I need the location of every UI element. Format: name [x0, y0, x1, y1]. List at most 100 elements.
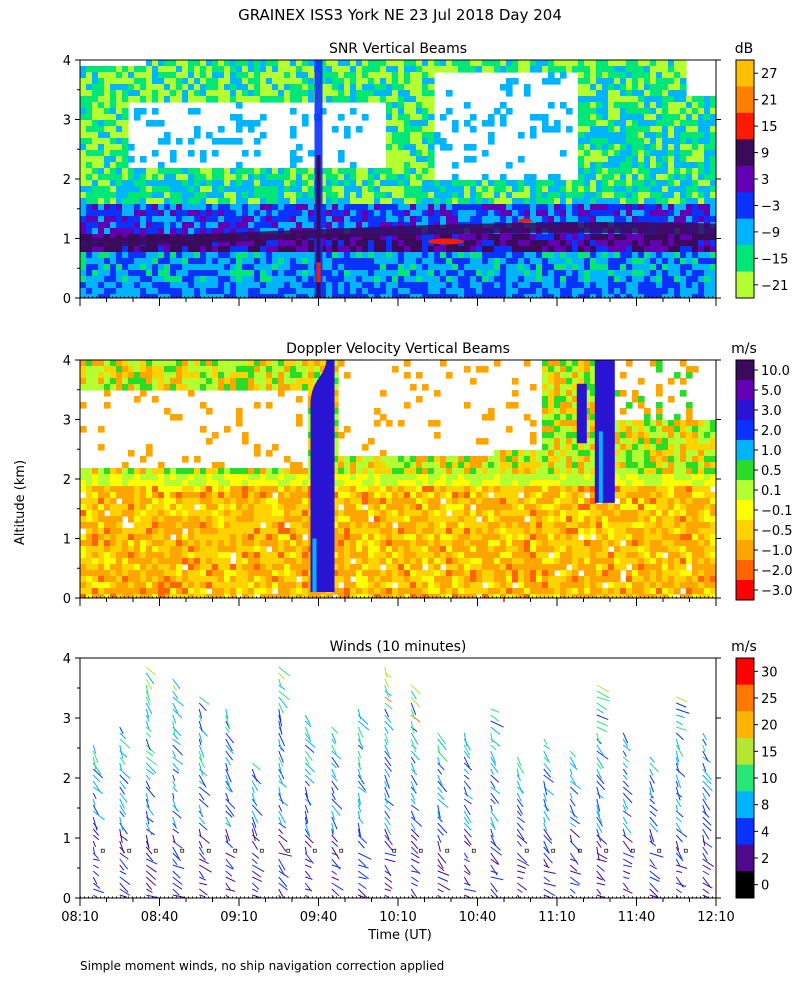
colorbar-swatch	[736, 580, 754, 601]
colorbar-unit: dB	[735, 41, 754, 57]
colorbar-swatch	[736, 684, 754, 712]
colorbar-label: 2.0	[761, 424, 782, 439]
colorbar-label: −0.5	[761, 524, 793, 539]
colorbar-label: 8	[761, 799, 769, 814]
winds-panel: Winds (10 minutes) 0 1 2 3 4 08:10 08:40 09:10 09…	[61, 639, 777, 925]
panel-title: Doppler Velocity Vertical Beams	[286, 341, 510, 357]
doppler-field	[80, 360, 716, 598]
colorbar-swatch	[736, 271, 754, 299]
y-tick-label: 1	[63, 832, 71, 847]
colorbar-label: −3	[761, 199, 780, 214]
wind-vectors	[92, 666, 714, 898]
y-tick-label: 4	[63, 652, 71, 667]
colorbar-swatch	[736, 871, 754, 899]
x-tick-label: 12:10	[697, 910, 734, 925]
colorbar-unit: m/s	[731, 639, 757, 655]
y-tick-label: 2	[63, 473, 71, 488]
colorbar-swatch	[736, 658, 754, 686]
panel-title: SNR Vertical Beams	[329, 41, 467, 57]
y-tick-label: 1	[63, 533, 71, 548]
colorbar-swatch	[736, 818, 754, 846]
x-tick-label: 09:40	[300, 910, 337, 925]
colorbar-label: 27	[761, 67, 778, 82]
colorbar-swatch	[736, 112, 754, 140]
colorbar-swatch	[736, 480, 754, 501]
colorbar-label: 20	[761, 719, 778, 734]
x-axis-label: Time (UT)	[368, 928, 432, 943]
colorbar-unit: m/s	[731, 341, 757, 357]
colorbar-label: 0	[761, 879, 769, 894]
colorbar-swatch	[736, 192, 754, 220]
colorbar-swatch	[736, 500, 754, 521]
y-tick-label: 1	[63, 233, 71, 248]
y-tick-label: 3	[63, 414, 71, 429]
colorbar-swatch	[736, 360, 754, 381]
y-tick-label: 0	[63, 892, 71, 907]
colorbar-swatch	[736, 86, 754, 114]
colorbar-swatch	[736, 560, 754, 581]
colorbar-swatch	[736, 400, 754, 421]
colorbar-label: −9	[761, 226, 780, 241]
x-tick-label: 10:10	[379, 910, 416, 925]
colorbar-swatch	[736, 520, 754, 541]
colorbar-swatch	[736, 139, 754, 167]
y-tick-label: 3	[63, 712, 71, 727]
colorbar-label: 9	[761, 147, 769, 162]
colorbar-label: 25	[761, 692, 778, 707]
colorbar-label: −0.1	[761, 504, 793, 519]
colorbar-swatch	[736, 711, 754, 739]
colorbar-label: −1.0	[761, 544, 793, 559]
panel-title: Winds (10 minutes)	[330, 639, 467, 655]
figure-title: GRAINEX ISS3 York NE 23 Jul 2018 Day 204	[238, 6, 562, 24]
doppler-panel: Doppler Velocity Vertical Beams 0 1 2 3 4 m/s 1…	[63, 341, 793, 607]
y-tick-label: 4	[63, 354, 71, 369]
colorbar-label: −15	[761, 252, 788, 267]
colorbar-label: 10	[761, 772, 778, 787]
colorbar-label: 15	[761, 745, 778, 760]
colorbar-swatch	[736, 245, 754, 273]
colorbar-swatch	[736, 460, 754, 481]
colorbar-label: 2	[761, 852, 769, 867]
colorbar-swatch	[736, 380, 754, 401]
colorbar-label: 5.0	[761, 384, 782, 399]
footnote: Simple moment winds, no ship navigation …	[80, 959, 445, 973]
colorbar-label: 4	[761, 825, 769, 840]
colorbar-label: 10.0	[761, 364, 790, 379]
colorbar-label: 30	[761, 665, 778, 680]
colorbar-swatch	[736, 60, 754, 87]
colorbar-swatch	[736, 440, 754, 461]
colorbar-label: 21	[761, 94, 778, 109]
y-tick-label: 2	[63, 772, 71, 787]
x-tick-label: 08:40	[141, 910, 178, 925]
colorbar-swatch	[736, 540, 754, 561]
colorbar-swatch	[736, 420, 754, 441]
colorbar-label: 0.1	[761, 484, 782, 499]
colorbar-swatch	[736, 791, 754, 819]
colorbar-swatch	[736, 844, 754, 872]
colorbar-label: 0.5	[761, 464, 782, 479]
colorbar-swatch	[736, 218, 754, 246]
colorbar-swatch	[736, 165, 754, 193]
x-tick-label: 09:10	[220, 910, 257, 925]
x-tick-label: 10:40	[459, 910, 496, 925]
colorbar-label: 15	[761, 120, 778, 135]
x-tick-label: 11:40	[618, 910, 655, 925]
y-tick-label: 3	[63, 114, 71, 129]
y-tick-label: 0	[63, 292, 71, 307]
y-tick-label: 0	[63, 592, 71, 607]
colorbar-label: −2.0	[761, 564, 793, 579]
colorbar-swatch	[736, 764, 754, 792]
x-tick-label: 11:10	[538, 910, 575, 925]
colorbar-label: −3.0	[761, 584, 793, 599]
colorbar-label: 3	[761, 173, 769, 188]
y-axis-label: Altitude (km)	[13, 459, 29, 546]
snr-field	[80, 60, 716, 298]
colorbar-label: 1.0	[761, 444, 782, 459]
x-tick-label: 08:10	[61, 910, 98, 925]
colorbar-swatch	[736, 738, 754, 766]
y-tick-label: 4	[63, 54, 71, 69]
colorbar-label: 3.0	[761, 404, 782, 419]
y-tick-label: 2	[63, 173, 71, 188]
snr-panel: SNR Vertical Beams 0 1 2 3 4 dB 27 21 15 9 3 −3 −9 −15…	[63, 41, 789, 307]
